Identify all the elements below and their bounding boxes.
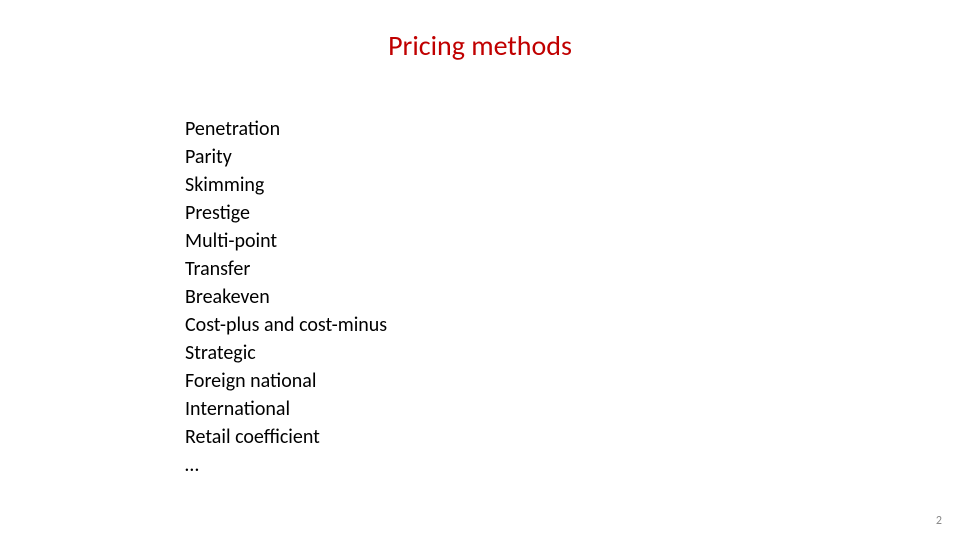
list-item: Foreign national <box>185 367 387 395</box>
list-item: Parity <box>185 143 387 171</box>
list-item: Retail coefficient <box>185 423 387 451</box>
slide-title: Pricing methods <box>0 28 960 63</box>
pricing-methods-list: Penetration Parity Skimming Prestige Mul… <box>185 115 387 479</box>
list-item: Breakeven <box>185 283 387 311</box>
list-item: Prestige <box>185 199 387 227</box>
list-item: Penetration <box>185 115 387 143</box>
page-number: 2 <box>936 514 942 528</box>
list-item: Transfer <box>185 255 387 283</box>
list-item: Strategic <box>185 339 387 367</box>
list-item: Skimming <box>185 171 387 199</box>
list-item: International <box>185 395 387 423</box>
list-item: Cost-plus and cost-minus <box>185 311 387 339</box>
list-item: Multi-point <box>185 227 387 255</box>
list-item: … <box>185 451 387 479</box>
